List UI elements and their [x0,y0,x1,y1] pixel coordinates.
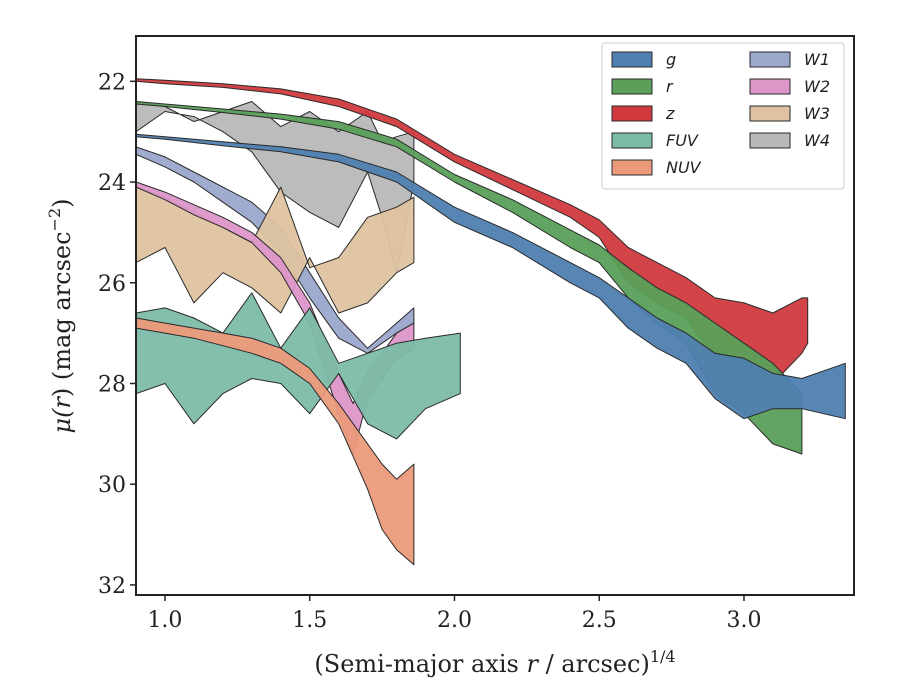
legend-label-fuv: FUV [666,131,699,150]
legend-label-nuv: NUV [666,158,702,177]
legend-label-w1: W1 [804,50,830,69]
y-tick-label: 28 [98,372,126,397]
band-g [136,133,846,420]
x-axis-label: (Semi-major axis r / arcsec)1/4 [314,647,675,678]
band-r [136,101,803,455]
legend-label-r: r [666,77,674,96]
x-tick-label: 3.0 [726,608,761,633]
y-tick-label: 22 [98,70,126,95]
x-tick-label: 1.0 [147,608,182,633]
legend-swatch-nuv [611,159,653,176]
legend: grz FUV NUV W1 W2 W3 W4 [601,42,845,190]
x-tick-label: 2.5 [582,608,617,633]
legend-swatch-r [611,78,653,95]
legend-swatch-g [611,51,653,68]
legend-swatch-w4 [749,132,791,149]
legend-swatch-w1 [749,51,791,68]
y-tick-label: 24 [98,171,126,196]
y-tick-label: 30 [98,473,126,498]
y-axis-label: μ(r) (mag arcsec−2) [45,198,76,433]
y-axis-ticks: 22 24 26 28 30 32 [98,70,136,599]
legend-label-w3: W3 [804,104,830,123]
legend-label-w2: W2 [804,77,830,96]
legend-swatch-w2 [749,78,791,95]
legend-swatch-z [611,105,653,122]
band-nuv [136,317,415,566]
y-tick-label: 32 [98,574,126,599]
legend-label-g: g [666,50,676,69]
series-bands [136,78,846,566]
x-tick-label: 1.5 [292,608,327,633]
legend-swatch-w3 [749,105,791,122]
plot-frame [135,35,855,596]
legend-swatch-fuv [611,132,653,149]
x-tick-label: 2.0 [437,608,472,633]
y-tick-label: 26 [98,272,126,297]
legend-label-w4: W4 [804,131,830,150]
legend-label-z: z [665,104,675,123]
x-axis-ticks: 1.0 1.5 2.0 2.5 3.0 [147,595,761,633]
